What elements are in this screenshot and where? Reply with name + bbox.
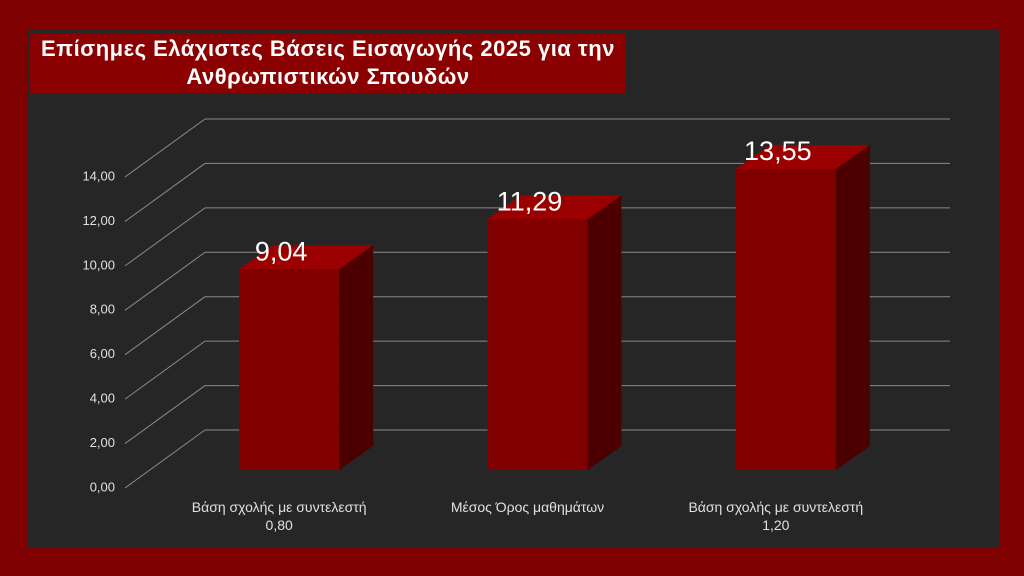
y-tick-label: 14,00 xyxy=(82,168,115,183)
grid-line-side xyxy=(124,340,206,400)
bar xyxy=(239,269,340,470)
y-tick-label: 0,00 xyxy=(90,479,115,494)
x-tick-label: Βάση σχολής με συντελεστή 1,20 xyxy=(688,499,864,533)
y-tick-label: 2,00 xyxy=(90,435,115,450)
bar-top xyxy=(735,144,870,169)
grid-line-side xyxy=(124,429,206,489)
y-tick-label: 4,00 xyxy=(90,391,115,406)
x-tick-label: Βάση σχολής με συντελεστή 0,80 xyxy=(191,499,367,533)
value-label: 11,29 xyxy=(497,186,563,216)
bar-side xyxy=(835,144,870,470)
bar-side xyxy=(587,195,622,470)
x-tick-label: Μέσος Όρος μαθημάτων xyxy=(450,499,605,515)
value-label: 9,04 xyxy=(255,236,308,266)
grid-line-side xyxy=(124,207,206,267)
grid-line-side xyxy=(124,296,206,356)
y-tick-label: 12,00 xyxy=(82,213,115,228)
grid-line-side xyxy=(124,118,206,178)
y-tick-label: 6,00 xyxy=(90,346,115,361)
bar-top xyxy=(487,195,622,220)
bar-top xyxy=(239,245,374,270)
bar xyxy=(735,168,836,470)
value-label: 13,55 xyxy=(744,136,812,166)
y-tick-label: 10,00 xyxy=(82,257,115,272)
chart-title: Επίσημες Ελάχιστες Βάσεις Εισαγωγής 2025… xyxy=(30,33,626,93)
grid-line-side xyxy=(124,163,206,222)
bar-side xyxy=(339,245,374,470)
grid-line-side xyxy=(124,251,206,311)
grid-line-side xyxy=(124,385,206,444)
y-tick-label: 8,00 xyxy=(90,302,115,317)
bar xyxy=(487,219,588,470)
